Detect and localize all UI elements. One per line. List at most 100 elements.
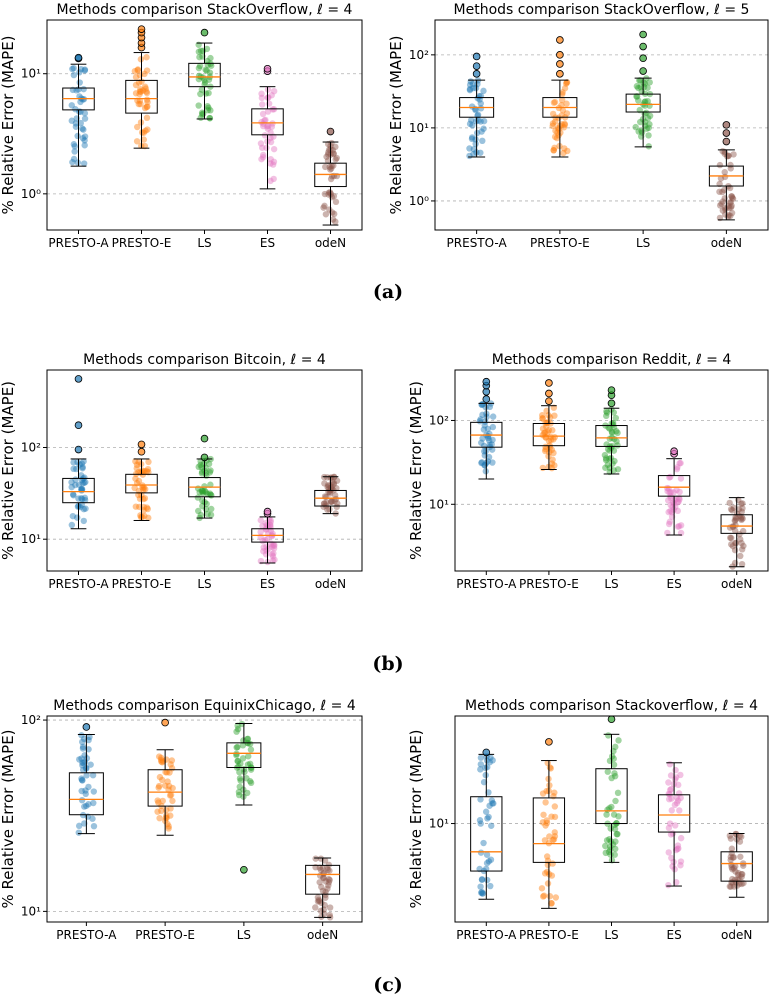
data-point xyxy=(612,845,619,853)
data-point xyxy=(264,125,271,132)
data-point xyxy=(79,465,86,472)
data-point xyxy=(736,530,743,538)
data-point xyxy=(539,412,546,419)
data-point xyxy=(328,139,335,147)
data-point xyxy=(207,481,214,488)
data-point xyxy=(561,85,569,92)
data-point xyxy=(78,460,86,467)
data-point xyxy=(719,198,726,205)
data-point xyxy=(468,135,476,143)
data-point xyxy=(268,532,276,540)
data-point xyxy=(240,737,247,744)
data-point xyxy=(615,737,622,744)
data-point xyxy=(610,409,617,416)
data-point xyxy=(322,891,329,899)
box-presto-a xyxy=(470,377,503,480)
data-point xyxy=(738,880,745,888)
data-point xyxy=(259,101,266,108)
flier-point xyxy=(74,53,83,62)
data-point xyxy=(270,542,278,550)
data-point xyxy=(480,117,488,125)
data-point xyxy=(237,760,244,767)
flier-point xyxy=(263,507,272,516)
data-point xyxy=(327,175,335,183)
data-point xyxy=(197,511,205,519)
data-point xyxy=(477,849,485,856)
data-point xyxy=(69,158,76,166)
data-point xyxy=(735,506,743,513)
plot-frame xyxy=(46,715,363,923)
data-point xyxy=(260,548,267,555)
data-point xyxy=(270,145,278,153)
data-point xyxy=(244,789,251,797)
data-point xyxy=(468,134,476,141)
data-point xyxy=(234,757,242,765)
data-point xyxy=(487,754,494,761)
x-tick-label: ES xyxy=(666,928,681,942)
data-point xyxy=(143,467,151,475)
data-point xyxy=(78,775,85,782)
data-point xyxy=(316,864,324,871)
data-point xyxy=(78,495,86,503)
box-oden xyxy=(305,855,341,921)
data-point xyxy=(727,199,735,206)
x-tick-label: PRESTO-A xyxy=(447,236,508,250)
data-point xyxy=(258,155,265,163)
data-point xyxy=(549,427,556,434)
data-point xyxy=(544,880,552,887)
data-point xyxy=(330,162,337,169)
data-point xyxy=(234,743,241,751)
data-point xyxy=(269,161,277,168)
data-point xyxy=(159,797,166,805)
data-point xyxy=(673,879,680,886)
data-point xyxy=(558,101,565,109)
data-point xyxy=(244,735,251,743)
data-point xyxy=(726,832,734,839)
data-point xyxy=(673,794,680,801)
data-point xyxy=(156,773,164,781)
data-point xyxy=(235,791,243,799)
data-point xyxy=(542,822,549,829)
y-tick-label: 10¹ xyxy=(409,121,429,135)
data-point xyxy=(612,414,620,422)
data-point xyxy=(727,506,735,513)
x-tick-label: PRESTO-E xyxy=(112,236,172,250)
flier-point xyxy=(670,447,678,455)
data-point xyxy=(488,822,495,829)
data-point xyxy=(328,474,335,481)
data-point xyxy=(489,423,497,431)
data-point xyxy=(640,83,648,91)
data-point xyxy=(642,98,649,105)
data-point xyxy=(478,439,485,446)
y-tick-label: 10¹ xyxy=(21,67,41,81)
data-point xyxy=(167,791,175,799)
data-point xyxy=(638,129,646,136)
data-point xyxy=(203,67,210,74)
data-point xyxy=(270,545,278,552)
data-point xyxy=(260,120,267,127)
data-point xyxy=(70,141,78,148)
data-point xyxy=(144,465,152,473)
data-point xyxy=(319,887,327,895)
chart-panel-a-left: Methods comparison StackOverflow, ℓ = 4 1… xyxy=(0,2,363,250)
iqr-box xyxy=(62,477,95,504)
data-point xyxy=(208,62,215,69)
data-point xyxy=(87,761,94,768)
data-point xyxy=(321,202,328,210)
data-point xyxy=(131,67,139,75)
data-point xyxy=(487,856,495,863)
data-point xyxy=(206,115,214,122)
data-point xyxy=(314,898,322,905)
data-point xyxy=(198,464,205,471)
data-point xyxy=(260,151,267,159)
data-point xyxy=(79,480,86,487)
data-point xyxy=(195,41,202,48)
data-point xyxy=(551,833,559,840)
data-point xyxy=(134,67,141,74)
data-point xyxy=(136,88,144,95)
flier-point xyxy=(200,453,209,462)
data-point xyxy=(479,890,487,897)
data-point xyxy=(325,879,333,886)
data-point xyxy=(81,115,89,122)
data-point xyxy=(258,94,266,102)
